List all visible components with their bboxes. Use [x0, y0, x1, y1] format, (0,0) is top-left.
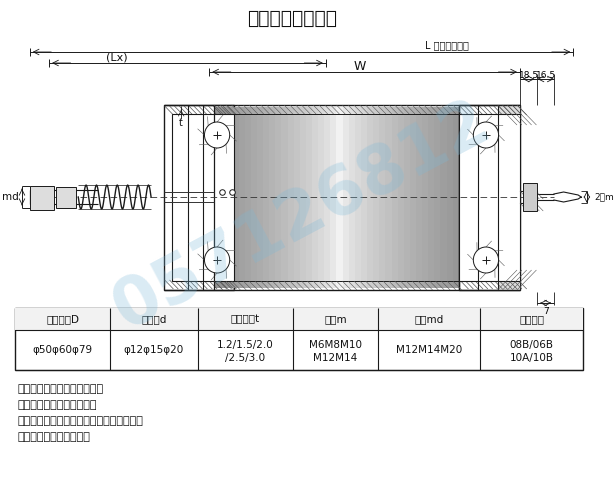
Bar	[379, 107, 386, 288]
Text: md: md	[2, 192, 18, 202]
Text: (Lx): (Lx)	[106, 52, 128, 62]
Text: 18.5: 18.5	[518, 70, 539, 79]
Text: 筒体壁厚t: 筒体壁厚t	[231, 314, 260, 324]
Bar	[312, 107, 318, 288]
Bar	[386, 107, 392, 288]
Text: 轴材质分别为不锈钢、碳钢: 轴材质分别为不锈钢、碳钢	[17, 400, 97, 410]
Bar	[263, 107, 269, 288]
Bar	[282, 107, 288, 288]
Bar	[15, 308, 583, 370]
Text: 16.5: 16.5	[536, 70, 556, 79]
Bar	[276, 107, 282, 288]
Text: /2.5/3.0: /2.5/3.0	[225, 353, 265, 363]
Bar	[232, 107, 239, 288]
Bar	[459, 105, 520, 290]
Bar	[164, 105, 234, 290]
Bar	[398, 107, 403, 288]
Text: L 机架内档尺寸: L 机架内档尺寸	[425, 40, 469, 50]
Bar	[30, 186, 54, 210]
Text: M12M14: M12M14	[314, 353, 358, 363]
Bar	[245, 107, 251, 288]
Bar	[453, 107, 459, 288]
Text: 外牙md: 外牙md	[415, 314, 444, 324]
Bar	[343, 107, 349, 288]
Text: φ50φ60φ79: φ50φ60φ79	[33, 345, 93, 355]
Text: 1.2/1.5/2.0: 1.2/1.5/2.0	[217, 340, 274, 350]
Text: 10A/10B: 10A/10B	[510, 353, 554, 363]
Circle shape	[474, 122, 499, 148]
Bar	[355, 107, 361, 288]
Bar	[392, 107, 398, 288]
Circle shape	[474, 247, 499, 273]
Text: 7: 7	[543, 307, 549, 316]
Bar	[15, 308, 583, 330]
Bar	[294, 107, 300, 288]
Circle shape	[204, 122, 229, 148]
Polygon shape	[498, 105, 520, 160]
Bar	[434, 107, 440, 288]
Text: 内牙m: 内牙m	[324, 314, 347, 324]
Text: 筒体材质分别为不锈钢、碳钢: 筒体材质分别为不锈钢、碳钢	[17, 384, 103, 394]
Bar	[361, 107, 367, 288]
Bar	[422, 107, 428, 288]
Text: 2－m: 2－m	[595, 193, 614, 202]
Bar	[373, 107, 379, 288]
Text: 单排调压积放辊筒: 单排调压积放辊筒	[247, 8, 337, 27]
Circle shape	[204, 247, 229, 273]
Bar	[172, 114, 234, 281]
Polygon shape	[498, 235, 520, 290]
Bar	[214, 107, 220, 288]
Bar	[336, 107, 343, 288]
Bar	[330, 107, 336, 288]
Bar	[318, 107, 324, 288]
Bar	[306, 107, 312, 288]
Bar	[446, 107, 453, 288]
Bar	[410, 107, 416, 288]
Bar	[324, 107, 330, 288]
Text: W: W	[354, 59, 366, 72]
Bar	[288, 107, 294, 288]
Bar	[440, 107, 446, 288]
Bar	[523, 183, 538, 211]
Bar	[403, 107, 410, 288]
Bar	[349, 107, 355, 288]
Text: t: t	[179, 118, 183, 128]
Bar	[239, 107, 245, 288]
Text: φ12φ15φ20: φ12φ15φ20	[124, 345, 184, 355]
Bar	[257, 107, 263, 288]
Text: M6M8M10: M6M8M10	[309, 340, 362, 350]
Bar	[416, 107, 422, 288]
Bar	[226, 107, 232, 288]
Text: 链轮齿数和单双排可定制: 链轮齿数和单双排可定制	[17, 432, 90, 442]
Bar	[367, 107, 373, 288]
Bar	[220, 107, 226, 288]
Bar	[459, 114, 520, 281]
Text: M12M14M20: M12M14M20	[396, 345, 462, 355]
Bar	[56, 187, 76, 208]
Text: 057126812: 057126812	[101, 88, 501, 342]
Text: 筒体直径D: 筒体直径D	[46, 314, 79, 324]
Text: 08B/06B: 08B/06B	[510, 340, 554, 350]
Bar	[269, 107, 276, 288]
Text: 轴壳为冲压精密（表面镀锌）轴承采用国标: 轴壳为冲压精密（表面镀锌）轴承采用国标	[17, 416, 143, 426]
Bar	[428, 107, 434, 288]
Text: 轴直径d: 轴直径d	[141, 314, 167, 324]
Text: 单排链轮: 单排链轮	[519, 314, 544, 324]
Bar	[251, 107, 257, 288]
Bar	[300, 107, 306, 288]
